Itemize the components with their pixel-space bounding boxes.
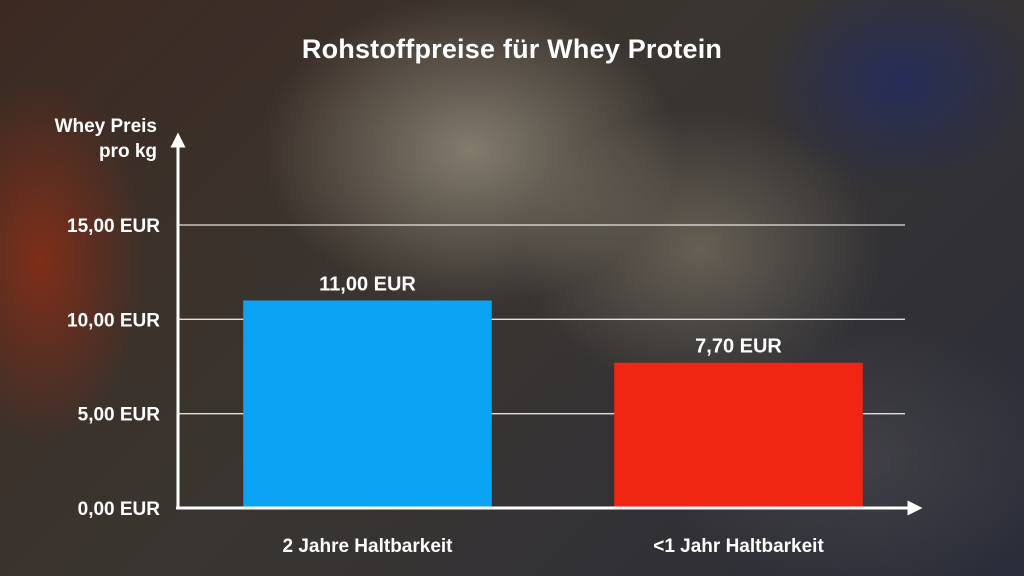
y-tick-label: 0,00 EUR — [78, 499, 161, 520]
category-labels: 2 Jahre Haltbarkeit <1 Jahr Haltbarkeit — [282, 536, 824, 557]
y-axis-label-line-1: Whey Preis — [54, 116, 157, 137]
y-tick-label: 15,00 EUR — [67, 216, 160, 237]
category-label: <1 Jahr Haltbarkeit — [653, 536, 824, 557]
data-labels: 11,00 EUR 7,70 EUR — [319, 273, 782, 357]
bars — [243, 300, 863, 508]
data-label: 7,70 EUR — [695, 336, 782, 358]
bar — [243, 300, 492, 508]
y-axis-label-line-2: pro kg — [98, 141, 157, 162]
chart-title: Rohstoffpreise für Whey Protein — [301, 34, 723, 64]
y-tick-labels: 0,00 EUR 5,00 EUR 10,00 EUR 15,00 EUR — [67, 216, 160, 520]
y-tick-label: 10,00 EUR — [67, 310, 160, 331]
data-label: 11,00 EUR — [319, 273, 416, 295]
bar — [614, 362, 863, 508]
y-tick-label: 5,00 EUR — [78, 405, 161, 426]
axes — [170, 132, 923, 516]
y-axis-label: Whey Preis pro kg — [20, 114, 157, 164]
category-label: 2 Jahre Haltbarkeit — [282, 536, 453, 557]
